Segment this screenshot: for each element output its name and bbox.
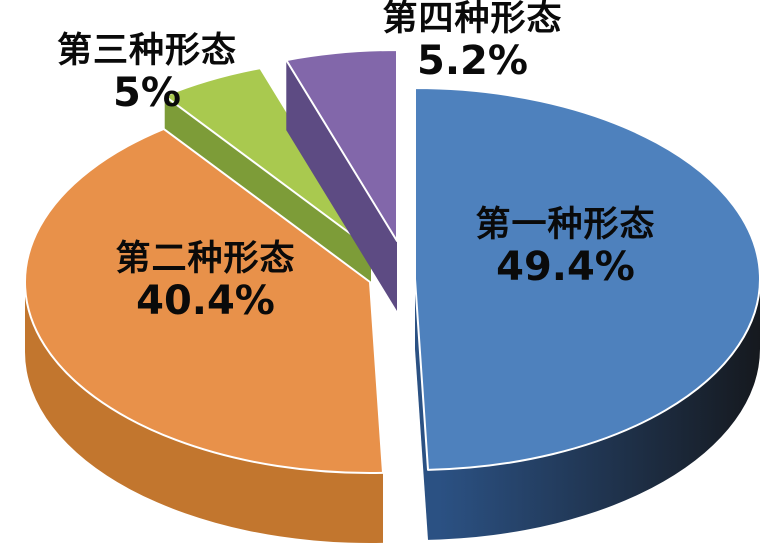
slice-3-cut-face-0 — [286, 60, 397, 312]
slice-0-top-face — [414, 87, 761, 471]
slice-0-rim-face — [428, 279, 761, 540]
slice-1-top-face — [24, 127, 385, 474]
slice-0-cut-face-1 — [415, 279, 429, 540]
slice-2-top-face — [163, 67, 372, 250]
slice-1-rim-face — [25, 282, 384, 544]
slice-3-top-face — [285, 49, 398, 242]
